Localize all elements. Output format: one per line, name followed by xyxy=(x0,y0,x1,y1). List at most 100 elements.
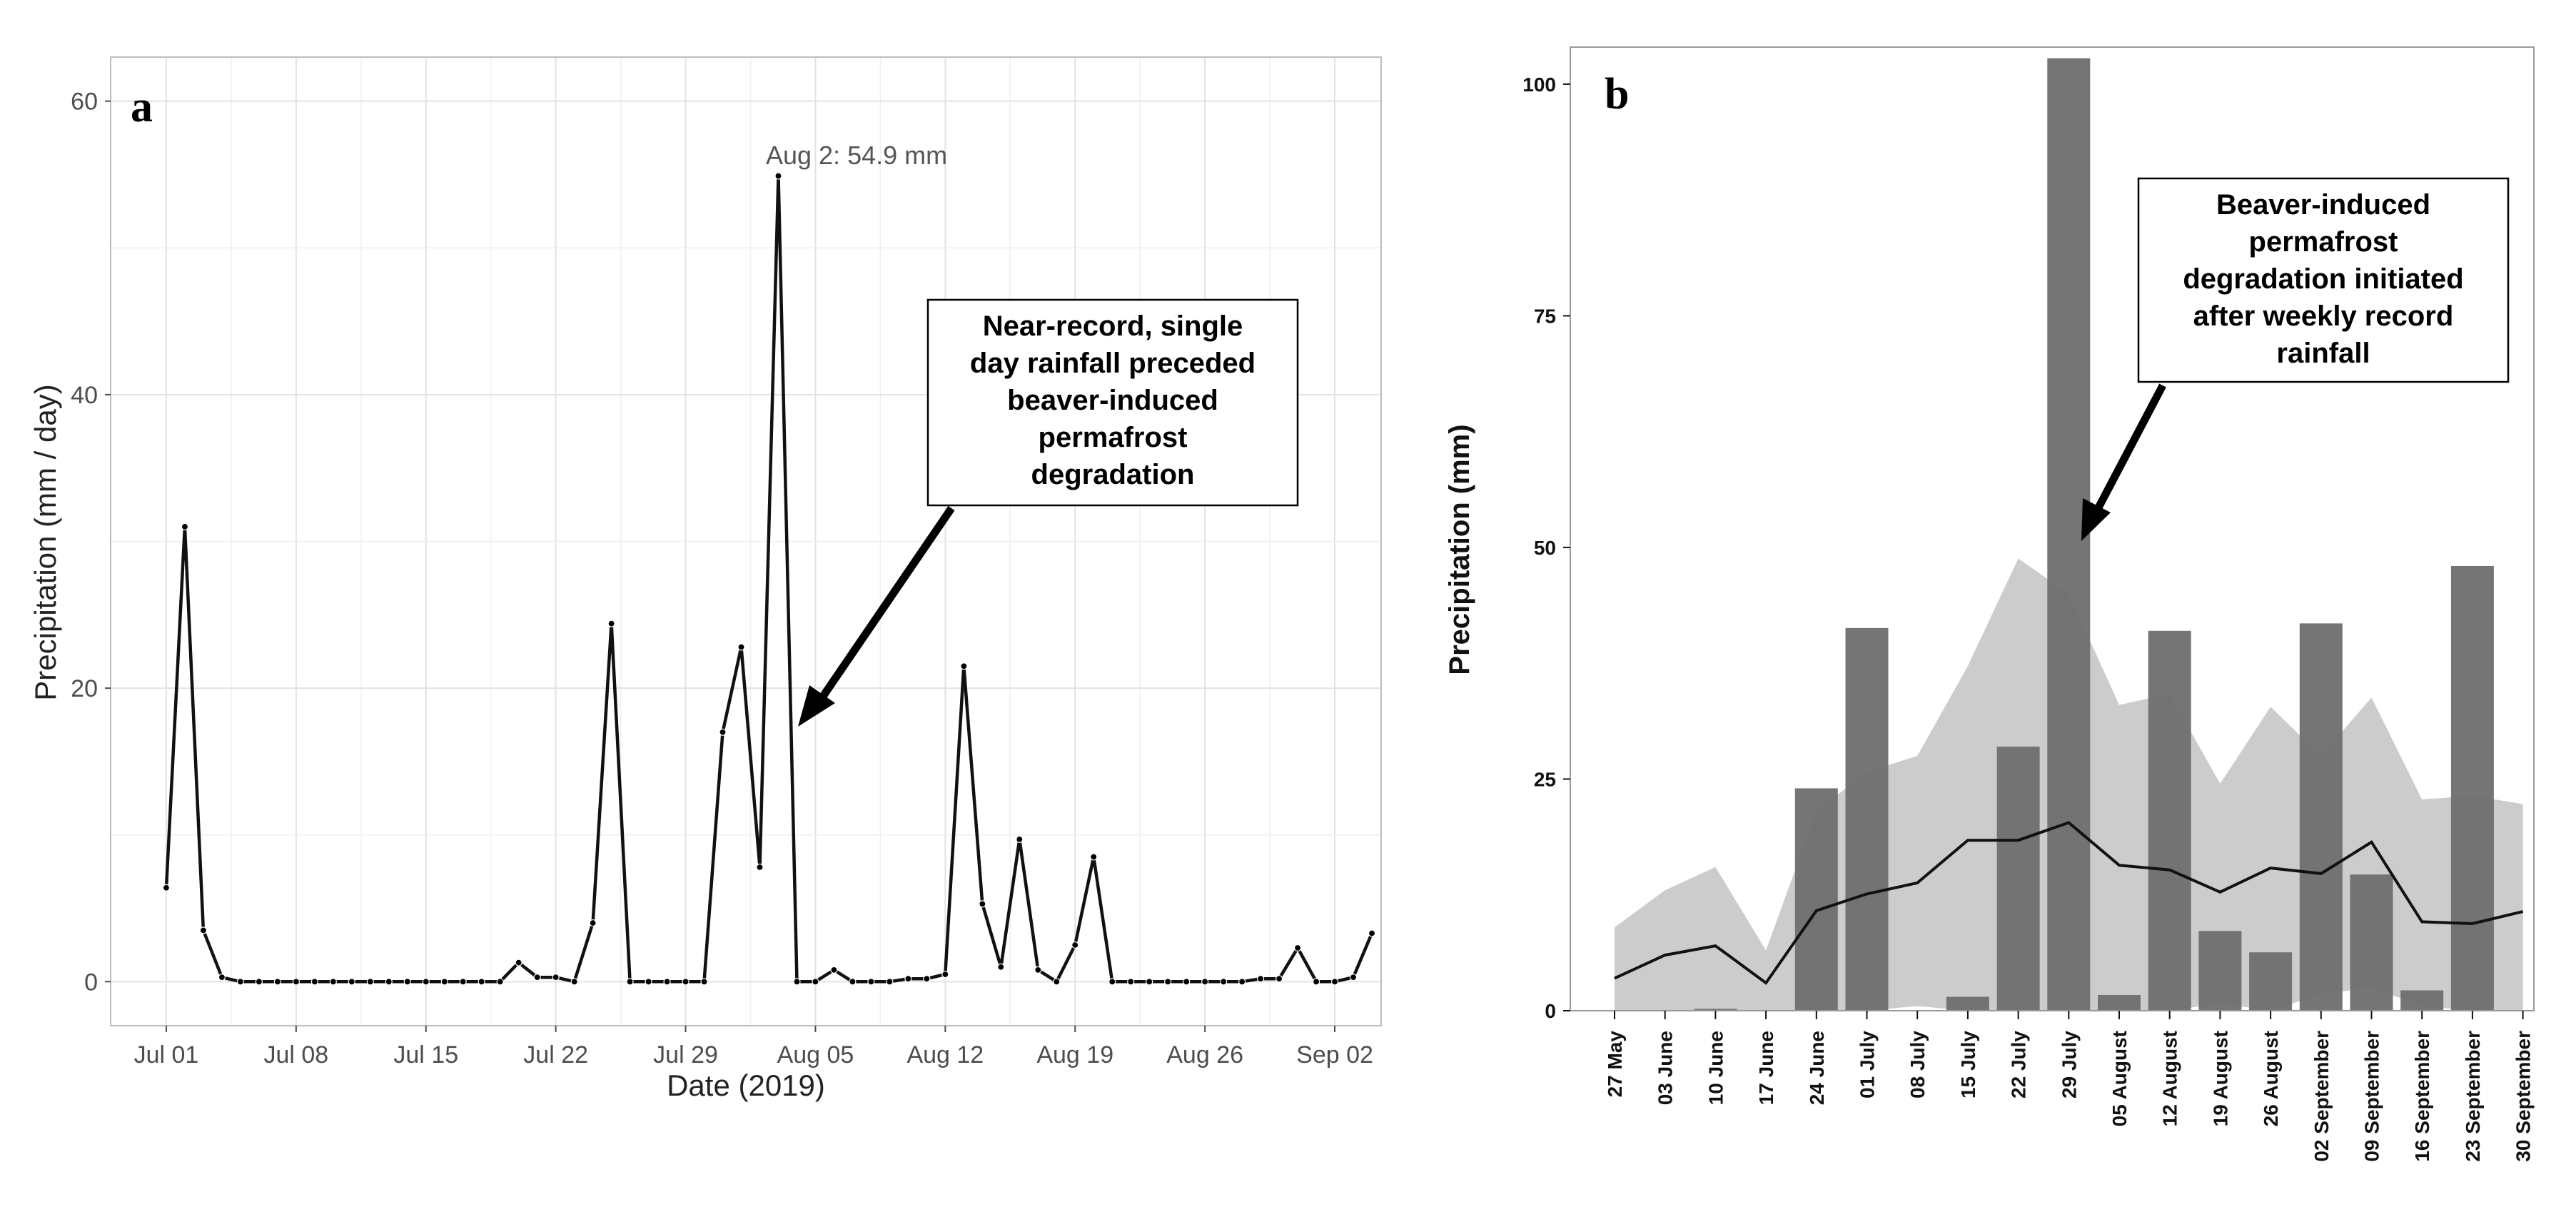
panel-b-x-tick-label: 12 August xyxy=(2159,1031,2181,1126)
panel-b-letter: b xyxy=(1605,70,1629,118)
panel-a-data-point xyxy=(199,926,208,934)
panel-a-callout-line-5: degradation xyxy=(1031,459,1195,490)
panel-b-x-tick-label: 10 June xyxy=(1704,1031,1727,1105)
panel-b-x-tick-label: 23 September xyxy=(2462,1031,2484,1162)
panel-b-x-tick-label: 09 September xyxy=(2361,1031,2383,1162)
panel-a-data-point xyxy=(663,978,671,986)
panel-a-gridlines xyxy=(111,57,1381,1026)
panel-b-x-tick-label: 29 July xyxy=(2058,1031,2080,1099)
panel-b-bar xyxy=(1694,1009,1737,1011)
panel-b-x-tick-label: 08 July xyxy=(1906,1031,1929,1099)
panel-b-callout-line-1: Beaver-induced xyxy=(2216,189,2430,221)
panel-a-data-point xyxy=(459,978,467,986)
panel-a-x-tick-label: Jul 01 xyxy=(134,1041,199,1069)
panel-a-letter: a xyxy=(131,83,153,131)
panel-a-data-point xyxy=(292,978,300,986)
panel-a-y-tick-label: 60 xyxy=(71,89,98,116)
panel-a-y-tick-label: 0 xyxy=(84,969,98,996)
panel-b-callout-line-3: degradation initiated xyxy=(2183,263,2463,295)
panel-a-data-point xyxy=(533,974,541,981)
panel-b-bar xyxy=(2450,565,2494,1011)
panel-a-data-point xyxy=(329,978,337,986)
panel-a-data-point xyxy=(348,978,355,986)
panel-a-data-point xyxy=(1330,978,1339,986)
panel-a-y-tick-label: 20 xyxy=(71,675,98,702)
panel-a-data-point xyxy=(997,963,1005,971)
panel-a-data-point xyxy=(793,978,801,986)
panel-a-data-point xyxy=(181,522,189,531)
panel-a-data-point xyxy=(236,978,244,986)
panel-a-data-point xyxy=(478,978,485,986)
panel-a-data-point xyxy=(589,919,597,927)
panel-a-x-tick-label: Aug 26 xyxy=(1166,1041,1243,1069)
panel-a-x-tick-label: Jul 22 xyxy=(523,1041,588,1069)
panel-a-data-point xyxy=(273,978,281,986)
panel-b: 0 25 50 75 100 27 May 03 June 10 June 17 June 24… xyxy=(1444,46,2535,1162)
panel-b-x-tick-label: 19 August xyxy=(2209,1031,2231,1126)
panel-b-x-tick-label: 16 September xyxy=(2411,1031,2433,1162)
panel-a-peak-label: Aug 2: 54.9 mm xyxy=(766,141,947,170)
panel-a-data-point xyxy=(1146,978,1153,986)
panel-a-data-point xyxy=(1164,978,1172,986)
panel-a-data-point xyxy=(1016,835,1024,843)
panel-a-data-point xyxy=(1201,978,1209,986)
panel-a-data-point xyxy=(496,978,504,986)
panel-b-callout-box xyxy=(2137,177,2510,383)
panel-a-x-tick-label: Aug 05 xyxy=(777,1041,854,1069)
panel-b-bar xyxy=(2299,623,2343,1011)
panel-a-data-point xyxy=(719,728,727,736)
panel-a-data-point xyxy=(440,978,448,986)
panel-a-data-point xyxy=(1368,929,1376,937)
panel-b-mean-line xyxy=(1614,821,2524,985)
panel-a-callout-arrowhead xyxy=(798,685,835,727)
panel-a-plot-border xyxy=(110,56,1382,1026)
panel-a-data-point xyxy=(645,978,652,986)
panel-b-y-tick-label: 75 xyxy=(1534,305,1556,327)
panel-a-data-point xyxy=(570,978,578,986)
panel-a-data-point xyxy=(255,978,263,986)
panel-b-bar xyxy=(1996,747,2040,1011)
panel-b-bar xyxy=(2249,952,2293,1011)
panel-a-data-point xyxy=(1034,966,1042,974)
panel-a-data-point xyxy=(867,978,875,986)
panel-a-data-point xyxy=(904,975,912,983)
panel-b-x-tick-label: 27 May xyxy=(1604,1031,1626,1098)
panel-a-data-point xyxy=(979,900,986,908)
panel-a-callout-box xyxy=(926,298,1299,507)
panel-a-x-axis-title: Date (2019) xyxy=(667,1069,825,1102)
panel-a-callout-arrow-shaft xyxy=(817,505,955,702)
panel-b-plot-border xyxy=(1570,46,2535,1011)
panel-b-bar xyxy=(1794,788,1838,1011)
panel-a-data-point xyxy=(886,978,894,986)
panel-a-data-point xyxy=(923,975,931,983)
panel-a-data-point xyxy=(1293,944,1302,952)
panel-a-data-point xyxy=(422,978,430,986)
panel-a-series xyxy=(162,172,1376,986)
panel-a-data-point xyxy=(756,863,764,872)
panel-a-data-point xyxy=(1349,974,1358,981)
panel-b-y-axis-title: Precipitation (mm) xyxy=(1444,424,1475,675)
panel-a-data-point xyxy=(1090,853,1098,861)
panel-b-callout-arrowhead xyxy=(2081,498,2111,541)
panel-a-data-point xyxy=(1238,978,1246,986)
panel-a-data-point xyxy=(626,978,634,986)
panel-b-callout-line-5: rainfall xyxy=(2276,338,2370,369)
panel-a-data-point xyxy=(774,172,782,180)
panel-a: 0 20 40 60 Jul 01 Jul 08 Jul 15 Jul 22 Jul 29 Au… xyxy=(29,56,1382,1102)
panel-a-data-point xyxy=(1108,978,1116,986)
panel-a-data-point xyxy=(700,978,708,986)
panel-b-callout-arrow-shaft xyxy=(2093,383,2166,512)
panel-b-bar xyxy=(2148,630,2191,1011)
panel-a-data-point xyxy=(812,978,819,986)
panel-a-data-point xyxy=(849,978,857,986)
panel-a-data-point xyxy=(1183,978,1191,986)
panel-a-data-point xyxy=(960,662,968,670)
panel-b-x-tick-label: 22 July xyxy=(2008,1031,2030,1099)
panel-b-callout-line-4: after weekly record xyxy=(2193,301,2454,332)
panel-a-callout: Near-record, single day rainfall precede… xyxy=(798,298,1299,727)
panel-b-bar xyxy=(2198,931,2242,1011)
panel-b-x-tick-label: 01 July xyxy=(1857,1031,1879,1099)
panel-b-y-tick-label: 50 xyxy=(1534,537,1556,559)
panel-a-precip-line xyxy=(164,174,1374,984)
